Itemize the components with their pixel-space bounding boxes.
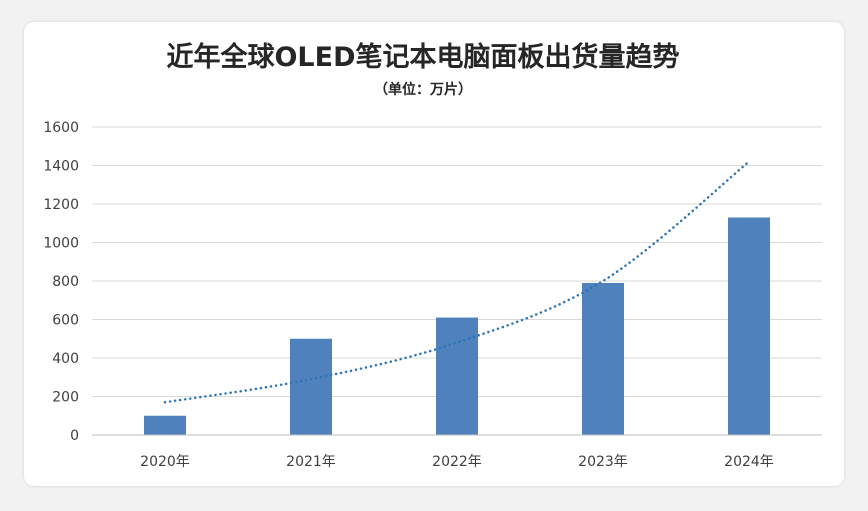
bar-5: [728, 217, 770, 435]
bars: [144, 217, 770, 435]
chart-subtitle: （单位：万片）: [374, 81, 472, 98]
x-tick-label: 2024年: [724, 454, 774, 470]
bar-1: [144, 415, 186, 435]
chart-card: [24, 22, 844, 486]
bar-2: [290, 338, 332, 435]
y-tick-label: 1400: [43, 159, 79, 175]
y-tick-label: 1200: [43, 197, 79, 213]
y-tick-label: 1600: [43, 120, 79, 136]
x-tick-label: 2022年: [432, 454, 482, 470]
y-tick-label: 600: [52, 313, 79, 329]
y-tick-label: 800: [52, 274, 79, 290]
y-axis-ticks: 0 200 400 600 800 1000 1200 1400 1600: [43, 120, 79, 444]
x-tick-label: 2023年: [578, 454, 628, 470]
bar-3: [436, 317, 478, 435]
chart-title: 近年全球OLED笔记本电脑面板出货量趋势: [166, 41, 679, 73]
x-tick-label: 2021年: [286, 454, 336, 470]
y-tick-label: 1000: [43, 236, 79, 252]
bar-4: [582, 282, 624, 435]
x-axis-ticks: 2020年 2021年 2022年 2023年 2024年: [140, 454, 774, 470]
x-tick-label: 2020年: [140, 454, 190, 470]
y-tick-label: 200: [52, 390, 79, 406]
y-tick-label: 0: [70, 428, 79, 444]
y-tick-label: 400: [52, 351, 79, 367]
